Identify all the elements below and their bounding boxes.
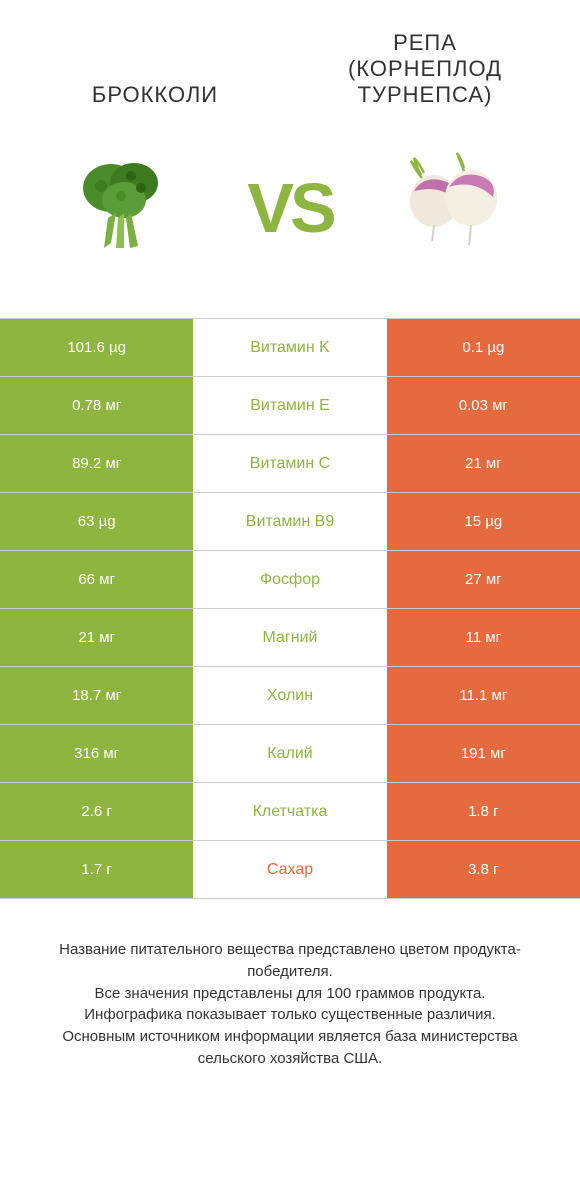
nutrient-row: 0.78 мгВитамин E0.03 мг	[0, 377, 580, 435]
nutrient-label: Фосфор	[193, 551, 386, 608]
right-value: 15 µg	[387, 493, 580, 550]
footer-line-4: Основным источником информации является …	[30, 1026, 550, 1070]
nutrient-row: 1.7 гСахар3.8 г	[0, 841, 580, 899]
nutrient-row: 66 мгФосфор27 мг	[0, 551, 580, 609]
broccoli-icon	[56, 138, 196, 278]
title-right-1: РЕПА	[290, 30, 560, 56]
right-value: 0.1 µg	[387, 319, 580, 376]
turnip-icon	[384, 138, 524, 278]
header-right: РЕПА (КОРНЕПЛОД ТУРНЕПСА)	[290, 30, 560, 108]
right-value: 1.8 г	[387, 783, 580, 840]
nutrient-label: Витамин K	[193, 319, 386, 376]
vs-label: VS	[247, 168, 332, 248]
left-value: 2.6 г	[0, 783, 193, 840]
left-value: 21 мг	[0, 609, 193, 666]
right-value: 3.8 г	[387, 841, 580, 898]
title-left: БРОККОЛИ	[20, 82, 290, 108]
nutrient-row: 63 µgВитамин B915 µg	[0, 493, 580, 551]
nutrient-label: Клетчатка	[193, 783, 386, 840]
nutrient-label: Витамин E	[193, 377, 386, 434]
left-value: 63 µg	[0, 493, 193, 550]
footer-notes: Название питательного вещества представл…	[0, 899, 580, 1100]
nutrient-label: Сахар	[193, 841, 386, 898]
footer-line-3: Инфографика показывает только существенн…	[30, 1004, 550, 1026]
header-left: БРОККОЛИ	[20, 82, 290, 108]
right-value: 0.03 мг	[387, 377, 580, 434]
nutrient-row: 101.6 µgВитамин K0.1 µg	[0, 319, 580, 377]
nutrient-row: 18.7 мгХолин11.1 мг	[0, 667, 580, 725]
right-value: 191 мг	[387, 725, 580, 782]
nutrient-label: Холин	[193, 667, 386, 724]
left-value: 316 мг	[0, 725, 193, 782]
nutrient-label: Калий	[193, 725, 386, 782]
imagery-row: VS	[0, 128, 580, 318]
left-value: 89.2 мг	[0, 435, 193, 492]
footer-line-1: Название питательного вещества представл…	[30, 939, 550, 983]
footer-line-2: Все значения представлены для 100 граммо…	[30, 983, 550, 1005]
nutrient-row: 21 мгМагний11 мг	[0, 609, 580, 667]
title-right-2: (КОРНЕПЛОД	[290, 56, 560, 82]
left-value: 1.7 г	[0, 841, 193, 898]
header-row: БРОККОЛИ РЕПА (КОРНЕПЛОД ТУРНЕПСА)	[0, 0, 580, 128]
left-value: 101.6 µg	[0, 319, 193, 376]
right-value: 27 мг	[387, 551, 580, 608]
right-value: 21 мг	[387, 435, 580, 492]
nutrient-row: 316 мгКалий191 мг	[0, 725, 580, 783]
left-value: 66 мг	[0, 551, 193, 608]
right-value: 11.1 мг	[387, 667, 580, 724]
left-value: 0.78 мг	[0, 377, 193, 434]
nutrient-table: 101.6 µgВитамин K0.1 µg0.78 мгВитамин E0…	[0, 318, 580, 899]
left-value: 18.7 мг	[0, 667, 193, 724]
nutrient-label: Витамин C	[193, 435, 386, 492]
right-value: 11 мг	[387, 609, 580, 666]
nutrient-row: 89.2 мгВитамин C21 мг	[0, 435, 580, 493]
title-right-3: ТУРНЕПСА)	[290, 82, 560, 108]
nutrient-label: Витамин B9	[193, 493, 386, 550]
nutrient-label: Магний	[193, 609, 386, 666]
nutrient-row: 2.6 гКлетчатка1.8 г	[0, 783, 580, 841]
